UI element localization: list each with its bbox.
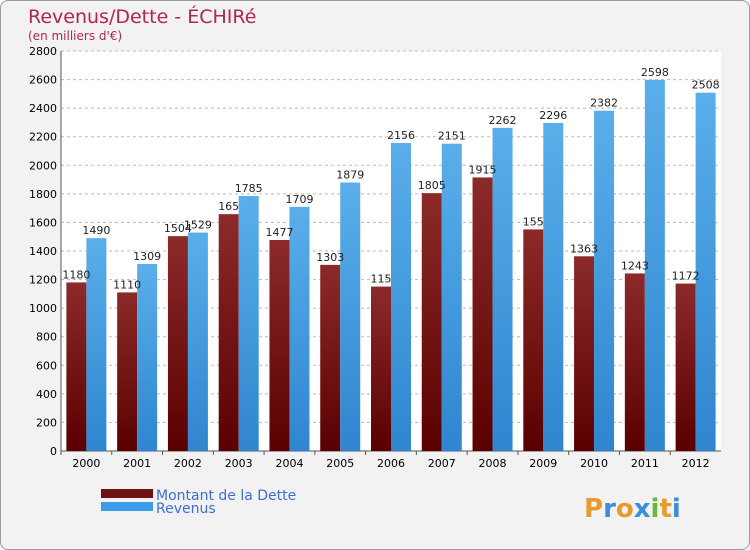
data-label: 1504 [164,222,192,235]
logo-letter: o [616,494,634,524]
bar-dette [421,193,442,451]
data-label: 2508 [692,79,720,92]
bar-revenus [340,182,361,452]
data-label: 1110 [113,278,141,291]
bar-revenus [289,206,310,451]
y-tick-label: 600 [36,359,57,372]
x-tick-label: 2012 [682,457,710,470]
data-label: 1805 [418,179,446,192]
logo-letter: i [672,494,681,524]
logo-letter: r [603,494,616,524]
data-label: 1363 [570,242,598,255]
bar-dette [320,264,341,451]
logo-letter: i [651,494,660,524]
bar-dette [574,256,595,451]
y-tick-label: 2600 [29,74,57,87]
chart-title: Revenus/Dette - ÉCHIRé [28,6,257,28]
bar-dette [117,292,138,451]
x-tick-label: 2007 [428,457,456,470]
x-tick-label: 2010 [580,457,608,470]
bar-revenus [543,123,564,451]
data-label: 1785 [235,182,263,195]
logo-letter: P [584,494,603,524]
y-tick-label: 2800 [29,45,57,58]
data-label: 1243 [621,259,649,272]
bar-dette [167,236,188,451]
bar-revenus [441,143,462,451]
bar-revenus [86,238,107,451]
x-tick-label: 2009 [529,457,557,470]
data-label: 115 [371,273,392,286]
legend-label: Montant de la Dette [156,488,296,504]
y-tick-label: 0 [50,445,57,458]
x-tick-label: 2000 [72,457,100,470]
bar-revenus [492,127,513,451]
y-tick-label: 2200 [29,131,57,144]
bar-dette [371,286,391,451]
data-label: 2151 [438,130,466,143]
data-label: 2296 [539,109,567,122]
data-label: 1915 [469,163,497,176]
proxiti-logo: Proxiti [584,494,681,524]
bar-dette [472,177,493,451]
y-tick-label: 2000 [29,159,57,172]
data-label: 1490 [82,224,110,237]
bar-revenus [238,196,259,451]
x-tick-label: 2005 [326,457,354,470]
x-tick-label: 2004 [275,457,303,470]
data-label: 2382 [590,97,618,110]
legend-swatch-revenus [101,502,153,511]
y-tick-label: 1600 [29,216,57,229]
bar-dette [269,240,290,451]
y-tick-label: 1000 [29,302,57,315]
bar-revenus [644,79,665,451]
x-tick-label: 2002 [174,457,202,470]
bar-dette [218,214,239,451]
data-label: 1709 [285,193,313,206]
logo-letter: x [634,494,651,524]
y-tick-label: 800 [36,331,57,344]
data-label: 165 [218,200,239,213]
y-tick-label: 400 [36,388,57,401]
x-tick-label: 2011 [631,457,659,470]
bar-dette [66,282,87,451]
data-label: 1303 [316,251,344,264]
data-label: 1180 [62,268,90,281]
bar-dette [624,273,645,451]
logo-letter: t [659,494,671,524]
data-label: 1309 [133,250,161,263]
data-label: 1477 [265,226,293,239]
y-tick-label: 200 [36,416,57,429]
x-tick-label: 2001 [123,457,151,470]
data-label: 1529 [184,219,212,232]
data-label: 2262 [489,114,517,127]
data-label: 155 [523,215,544,228]
legend-label: Revenus [156,501,216,517]
bar-revenus [137,264,158,451]
data-label: 1879 [336,169,364,182]
x-tick-label: 2003 [225,457,253,470]
y-tick-label: 1800 [29,188,57,201]
y-tick-label: 1200 [29,274,57,287]
bar-dette [523,229,544,451]
y-tick-label: 2400 [29,102,57,115]
legend-swatch-dette [101,489,153,498]
data-label: 1172 [672,270,700,283]
chart-subtitle: (en milliers d'€) [28,29,123,43]
y-tick-label: 1400 [29,245,57,258]
bar-dette [675,283,696,451]
x-tick-label: 2006 [377,457,405,470]
bar-revenus [695,92,716,451]
data-label: 2598 [641,66,669,79]
bar-revenus [594,110,615,451]
data-label: 2156 [387,129,415,142]
bar-revenus [391,143,411,451]
bar-revenus [187,232,208,451]
x-tick-label: 2008 [479,457,507,470]
